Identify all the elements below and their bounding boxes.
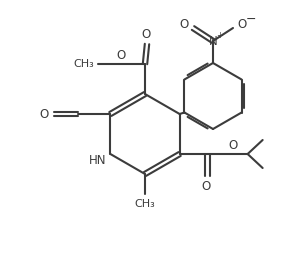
Text: O: O <box>40 107 49 120</box>
Text: +: + <box>217 31 224 40</box>
Text: CH₃: CH₃ <box>135 199 155 209</box>
Text: O: O <box>116 48 126 61</box>
Text: CH₃: CH₃ <box>74 59 94 69</box>
Text: O: O <box>228 139 237 152</box>
Text: −: − <box>246 12 256 25</box>
Text: O: O <box>179 18 189 31</box>
Text: O: O <box>141 27 151 40</box>
Text: N: N <box>209 34 217 47</box>
Text: O: O <box>201 179 210 192</box>
Text: O: O <box>237 18 247 31</box>
Text: HN: HN <box>89 154 106 167</box>
